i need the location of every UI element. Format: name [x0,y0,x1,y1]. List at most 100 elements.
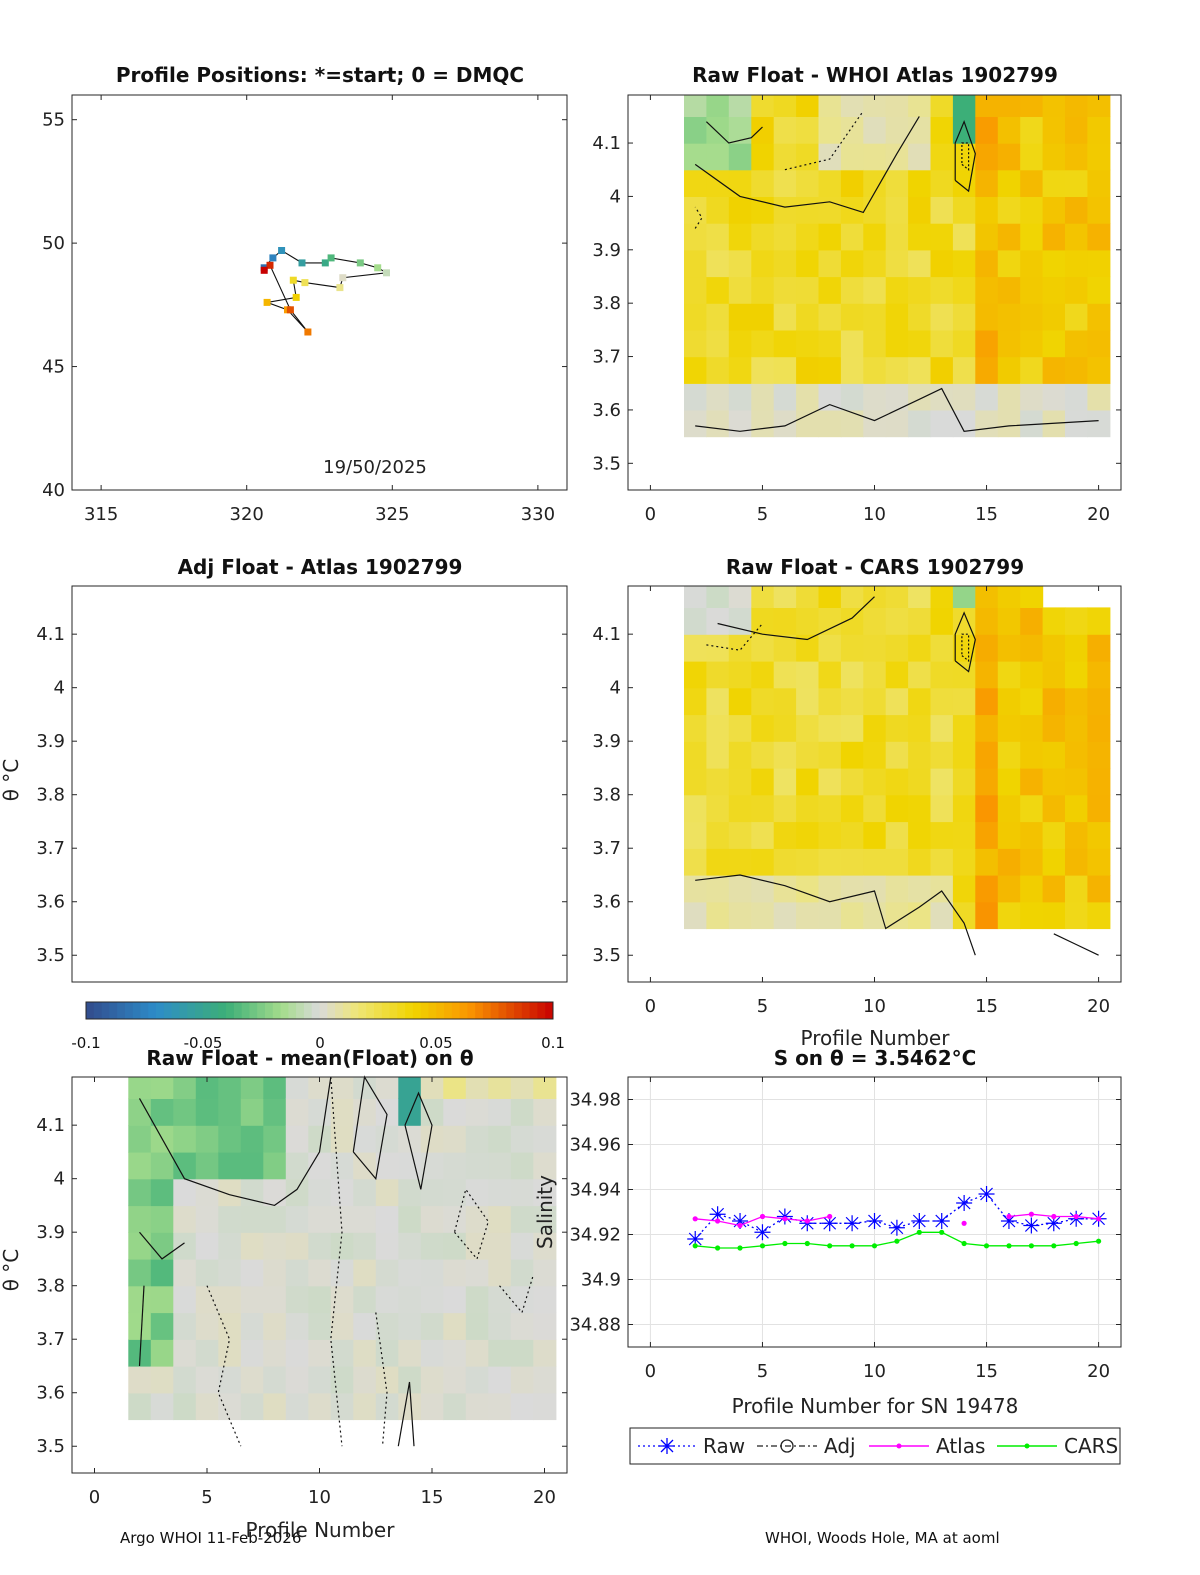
atlas-heat-cell [796,95,820,117]
cars-heat-cell [706,794,730,823]
cars-heat-cell [818,660,842,689]
atlas-heat-cell [1087,409,1111,438]
mean-heat-cell [308,1366,332,1394]
cars-heat-cell [728,767,752,796]
cars-x-label: Profile Number [801,1026,951,1050]
salinity-point-cars [1096,1238,1102,1244]
colorbar-tick-label: -0.1 [71,1034,100,1052]
atlas-heat-cell [751,329,775,358]
atlas-heat-cell [975,196,999,224]
cars-heat-cell [930,794,954,823]
atlas-heat-cell [1020,276,1044,304]
salinity-point-raw [844,1215,861,1232]
mean-heat-cell [465,1098,489,1126]
mean-heat-cell [173,1285,197,1314]
salinity-legend: Raw Adj Atlas CARS [629,1427,1121,1465]
mean-x-tick-label: 15 [421,1487,444,1508]
cars-heat-cell [706,660,730,689]
mean-heat-cell [173,1339,197,1367]
mean-heat-cell [375,1339,399,1367]
mean-heat-cell [173,1178,197,1207]
cars-heat-cell [1020,687,1044,716]
map-track-line [263,249,389,333]
mean-heat-cell [330,1077,354,1099]
mean-heat-cell [195,1366,219,1394]
cars-heat-cell [1042,901,1066,930]
atlas-x-tick-label: 0 [645,504,656,525]
atlas-heat-cell [1087,303,1111,331]
cars-heat-cell [773,586,797,608]
atlas-heat-cell [773,143,797,171]
atlas-heat-cell [796,329,820,358]
salinity-point-raw [956,1195,973,1211]
cars-heat-cell [975,875,999,903]
cars-heat-cell [1087,634,1111,662]
atlas-heat-cell [773,169,797,197]
mean-heat-cell [533,1077,557,1099]
cars-heat-cell [728,634,752,662]
mean-heat-cell [150,1232,174,1260]
cars-heat-cell [952,794,976,823]
atlas-heat-cell [1065,356,1088,384]
cars-heat-cell [818,714,842,742]
cars-heat-cell [728,660,752,689]
cars-heat-cell [975,767,999,796]
cars-heat-cell [1020,848,1044,876]
atlas-heat-cell [751,383,775,411]
atlas-heat-cell [863,329,887,358]
cars-x-tick-label: 5 [757,996,768,1017]
cars-y-tick-label: 4.1 [592,624,621,645]
dot-marker-icon [1024,1443,1030,1449]
atlas-heat-cell [885,303,909,331]
cars-heat-cell [818,741,842,769]
mean-heat-cell [218,1178,242,1207]
atlas-heat-cell [1065,223,1088,251]
cars-heat-cell [997,821,1021,849]
atlas-heat-cell [952,329,976,358]
atlas-heat-cell [930,383,954,411]
mean-heat-cell [353,1098,377,1126]
legend-label-raw: Raw [703,1434,745,1458]
atlas-heat-cell [975,95,999,117]
atlas-heat-cell [1020,249,1044,278]
atlas-heat-cell [728,276,752,304]
mean-heat-cell [173,1258,197,1287]
mean-heat-cell [465,1312,489,1340]
salinity-point-atlas [782,1216,788,1222]
atlas-heat-cell [818,169,842,197]
mean-heat-cell [398,1285,422,1314]
mean-heat-cell [285,1339,309,1367]
atlas-heat-cell [975,223,999,251]
mean-heat-cell [353,1077,377,1099]
mean-heat-cell [173,1366,197,1394]
atlas-heat-cell [952,409,976,438]
mean-heat-cell [353,1366,377,1394]
cars-heat-cell [1087,794,1111,823]
mean-heat-cell [488,1366,512,1394]
salinity-y-tick-label: 34.94 [569,1180,621,1201]
atlas-heat-cell [728,223,752,251]
atlas-heat-cell [908,95,932,117]
cars-heat-cell [1020,714,1044,742]
atlas-heat-cell [1087,383,1111,411]
mean-heat-cell [308,1232,332,1260]
mean-heat-cell [308,1151,332,1180]
cars-heat-cell [773,875,797,903]
atlas-heat-cell [1087,329,1111,358]
atlas-heat-cell [885,95,909,117]
adj-y-label: θ °C [0,759,23,802]
cars-heat-cell [840,586,864,608]
cars-heat-cell [975,634,999,662]
mean-heat-cell [195,1125,219,1153]
mean-heat-cell [465,1285,489,1314]
mean-heat-cell [285,1098,309,1126]
circle-marker-icon [780,1439,794,1453]
mean-heat-cell [488,1285,512,1314]
atlas-heat-cell [1087,249,1111,278]
atlas-heat-cell [728,169,752,197]
mean-heat-cell [263,1232,287,1260]
mean-heat-cell [420,1178,444,1207]
colorbar-segment [163,1002,173,1019]
atlas-heat-cell [840,329,864,358]
atlas-heat-cell [997,276,1021,304]
